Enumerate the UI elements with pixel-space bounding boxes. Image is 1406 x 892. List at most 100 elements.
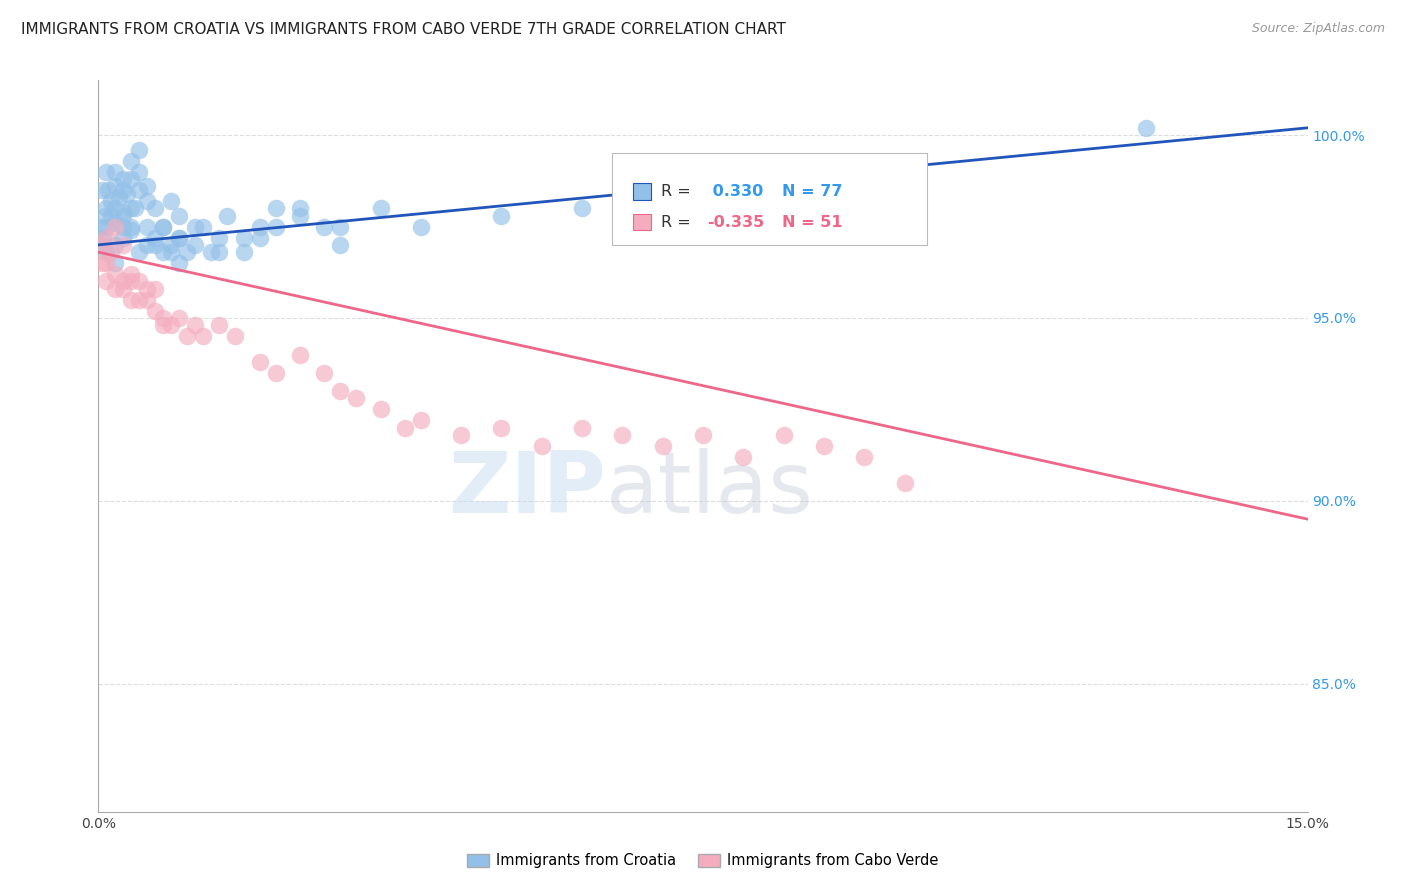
Point (314, 366, 336, 380)
Point (571, 201, 593, 215)
Point (893, 475, 915, 490)
Point (143, 282, 166, 296)
Point (115, 186, 138, 201)
Point (208, 318, 231, 333)
Point (120, 172, 142, 186)
Point (100, 209, 122, 223)
Bar (633, 184, 651, 200)
Point (208, 245, 231, 260)
Text: N = 51: N = 51 (782, 215, 842, 229)
Point (152, 310, 174, 325)
Point (208, 230, 231, 244)
Point (103, 201, 125, 215)
Point (692, 428, 714, 442)
Point (135, 194, 157, 208)
Point (135, 237, 157, 252)
Point (733, 450, 755, 464)
Point (160, 245, 183, 260)
Point (103, 267, 125, 281)
Point (491, 209, 513, 223)
Point (288, 209, 311, 223)
Point (167, 230, 190, 244)
Point (853, 450, 876, 464)
Point (124, 201, 146, 215)
Point (90, 237, 112, 252)
Point (120, 223, 142, 237)
Point (264, 366, 287, 380)
Point (184, 318, 207, 333)
Point (120, 267, 142, 281)
Point (120, 293, 142, 307)
Point (111, 172, 134, 186)
Point (100, 194, 122, 208)
Point (394, 420, 416, 434)
Text: 0.330: 0.330 (707, 184, 763, 199)
Point (96, 164, 118, 178)
Point (176, 245, 198, 260)
Point (329, 237, 352, 252)
Point (167, 230, 190, 244)
Point (135, 282, 157, 296)
Point (103, 164, 125, 178)
Point (103, 237, 125, 252)
Point (152, 219, 174, 234)
Point (232, 245, 254, 260)
Text: N = 77: N = 77 (782, 184, 842, 199)
Point (772, 428, 794, 442)
Point (135, 293, 157, 307)
Point (200, 245, 222, 260)
Point (409, 413, 432, 427)
Point (571, 420, 593, 434)
Point (152, 219, 174, 234)
Point (249, 355, 271, 369)
Point (217, 209, 239, 223)
Point (264, 219, 287, 234)
Point (128, 143, 150, 157)
Legend: Immigrants from Croatia, Immigrants from Cabo Verde: Immigrants from Croatia, Immigrants from… (461, 847, 945, 874)
Point (111, 237, 134, 252)
Point (288, 347, 311, 361)
Point (1135, 120, 1157, 135)
Point (491, 420, 513, 434)
Point (152, 318, 174, 333)
Point (103, 282, 125, 296)
Point (329, 384, 352, 398)
Point (193, 219, 215, 234)
Point (160, 194, 183, 208)
Point (193, 329, 215, 343)
Point (409, 219, 432, 234)
Point (97, 183, 120, 197)
Point (450, 428, 472, 442)
Point (167, 209, 190, 223)
Text: R =: R = (661, 184, 696, 199)
Point (264, 201, 287, 215)
Point (167, 310, 190, 325)
Point (96, 230, 118, 244)
Point (128, 293, 150, 307)
Point (143, 230, 166, 244)
Point (103, 216, 125, 230)
Point (128, 274, 150, 288)
Point (370, 402, 392, 417)
Point (530, 439, 553, 453)
Point (96, 245, 118, 260)
Point (232, 230, 254, 244)
Point (249, 230, 271, 244)
Point (90, 237, 112, 252)
Point (103, 179, 125, 194)
Point (120, 201, 142, 215)
Point (314, 219, 336, 234)
Point (91, 256, 114, 270)
Point (135, 179, 157, 194)
Point (128, 183, 150, 197)
Point (120, 219, 142, 234)
Point (143, 237, 166, 252)
Point (111, 282, 134, 296)
Point (813, 439, 835, 453)
Point (111, 183, 134, 197)
Point (96, 274, 118, 288)
Point (370, 201, 392, 215)
Point (612, 428, 634, 442)
Point (103, 256, 125, 270)
Point (89, 219, 111, 234)
